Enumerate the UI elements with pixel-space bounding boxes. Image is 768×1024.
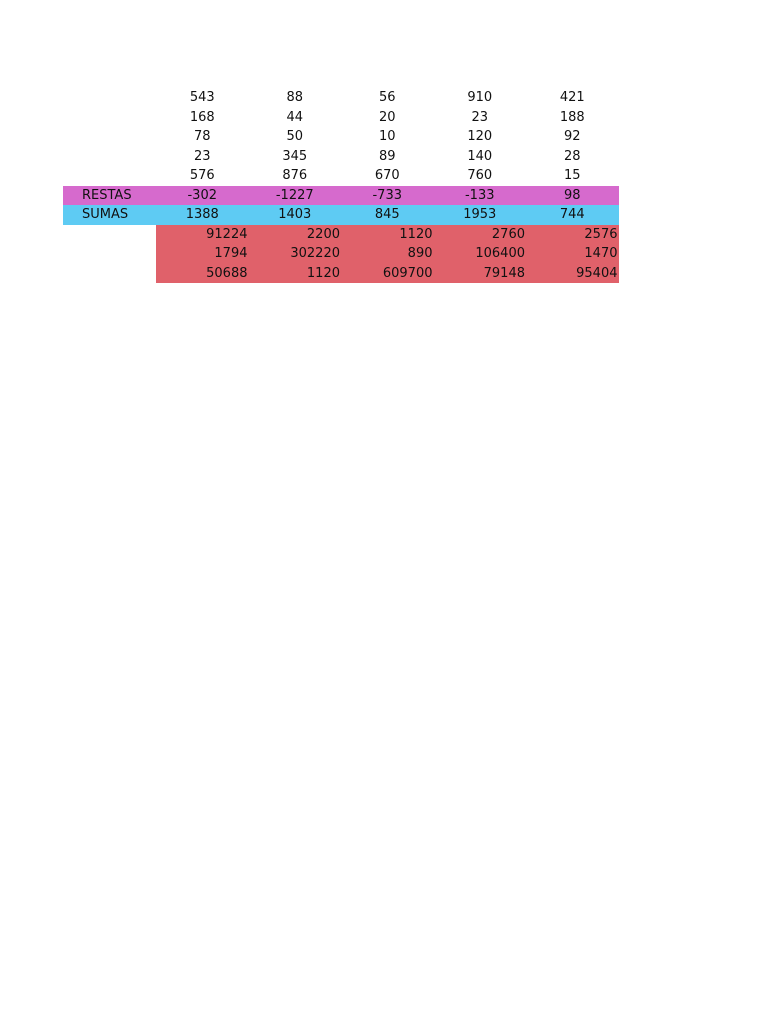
cell[interactable]: 2760 bbox=[433, 224, 526, 244]
data-row: 23 345 89 140 28 bbox=[63, 147, 619, 167]
cell[interactable]: 168 bbox=[189, 109, 215, 125]
cell[interactable]: 576 bbox=[189, 168, 215, 183]
cell[interactable]: 120 bbox=[467, 129, 493, 144]
empty-label-cell bbox=[63, 264, 156, 284]
cell[interactable]: 1470 bbox=[526, 244, 619, 264]
cell[interactable]: 88 bbox=[286, 90, 304, 105]
cell[interactable]: 1120 bbox=[341, 224, 434, 244]
cell[interactable]: 50688 bbox=[156, 263, 249, 283]
data-row: 543 88 56 910 421 bbox=[63, 88, 619, 108]
data-row: 168 44 20 23 188 bbox=[63, 108, 619, 128]
empty-label-cell bbox=[63, 127, 156, 147]
cell[interactable]: 91224 bbox=[156, 224, 249, 244]
cell[interactable]: 140 bbox=[467, 148, 493, 164]
empty-label-cell bbox=[63, 147, 156, 167]
cell[interactable]: 56 bbox=[378, 90, 396, 105]
cell[interactable]: 744 bbox=[559, 207, 585, 222]
cell[interactable]: 543 bbox=[189, 90, 215, 105]
cell[interactable]: 1953 bbox=[463, 207, 497, 222]
cell[interactable]: -733 bbox=[372, 187, 402, 203]
data-row: 78 50 10 120 92 bbox=[63, 127, 619, 147]
empty-label-cell bbox=[63, 166, 156, 186]
restas-label: RESTAS bbox=[82, 187, 132, 203]
sumas-row: SUMAS 1388 1403 845 1953 744 bbox=[63, 205, 619, 225]
cell[interactable]: 10 bbox=[378, 129, 396, 144]
cell[interactable]: 79148 bbox=[433, 263, 526, 283]
cell[interactable]: 760 bbox=[467, 168, 493, 183]
empty-label-cell bbox=[63, 108, 156, 128]
product-row: 50688 1120 609700 79148 95404 bbox=[63, 263, 619, 284]
cell[interactable]: 188 bbox=[559, 109, 585, 125]
empty-label-cell bbox=[63, 244, 156, 264]
empty-label-cell bbox=[63, 225, 156, 245]
spreadsheet: 543 88 56 910 421 168 44 20 23 188 78 50 10 120 92 23 34… bbox=[63, 88, 619, 283]
cell[interactable]: 421 bbox=[559, 90, 585, 105]
cell[interactable]: -1227 bbox=[275, 187, 314, 203]
cell[interactable]: 1794 bbox=[156, 244, 249, 264]
empty-label-cell bbox=[63, 88, 156, 108]
cell[interactable]: 50 bbox=[286, 129, 304, 144]
cell[interactable]: 890 bbox=[341, 244, 434, 264]
cell[interactable]: 1388 bbox=[185, 207, 219, 222]
cell[interactable]: -302 bbox=[187, 187, 217, 203]
cell[interactable]: 78 bbox=[193, 129, 211, 144]
cell[interactable]: 1120 bbox=[248, 263, 341, 283]
cell[interactable]: 98 bbox=[563, 187, 581, 203]
sumas-label: SUMAS bbox=[82, 207, 129, 222]
cell[interactable]: 2200 bbox=[248, 224, 341, 244]
cell[interactable]: 23 bbox=[193, 148, 211, 164]
cell[interactable]: 910 bbox=[467, 90, 493, 105]
product-row: 1794 302220 890 106400 1470 bbox=[63, 244, 619, 264]
cell[interactable]: 28 bbox=[563, 148, 581, 164]
cell[interactable]: 15 bbox=[563, 168, 581, 183]
cell[interactable]: -133 bbox=[464, 187, 495, 203]
cell[interactable]: 89 bbox=[378, 148, 396, 164]
cell[interactable]: 95404 bbox=[526, 263, 619, 283]
cell[interactable]: 302220 bbox=[248, 244, 341, 264]
cell[interactable]: 20 bbox=[378, 109, 396, 125]
cell[interactable]: 106400 bbox=[433, 244, 526, 264]
cell[interactable]: 845 bbox=[374, 207, 400, 222]
cell[interactable]: 609700 bbox=[341, 263, 434, 283]
product-row: 91224 2200 1120 2760 2576 bbox=[63, 224, 619, 245]
cell[interactable]: 1403 bbox=[278, 207, 312, 222]
cell[interactable]: 876 bbox=[282, 168, 308, 183]
cell[interactable]: 23 bbox=[471, 109, 489, 125]
restas-row: RESTAS -302 -1227 -733 -133 98 bbox=[63, 185, 619, 205]
data-row: 576 876 670 760 15 bbox=[63, 166, 619, 186]
cell[interactable]: 92 bbox=[563, 129, 581, 144]
cell[interactable]: 670 bbox=[374, 168, 400, 183]
cell[interactable]: 345 bbox=[282, 148, 308, 164]
cell[interactable]: 44 bbox=[286, 109, 304, 125]
cell[interactable]: 2576 bbox=[526, 224, 619, 244]
